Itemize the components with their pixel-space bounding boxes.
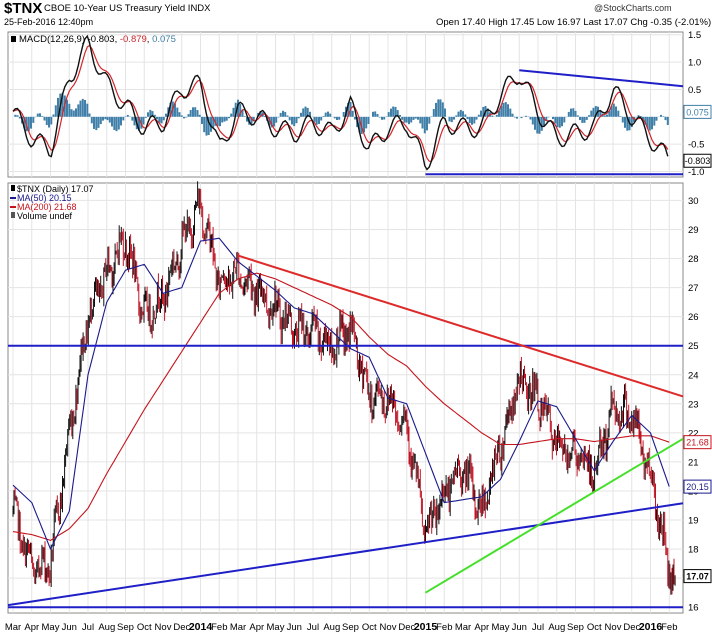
price-y-tick-label: 18 <box>688 545 699 556</box>
macd-y-tick-label: 1.0 <box>688 58 701 69</box>
price-y-tick-label: 30 <box>688 196 699 207</box>
price-y-tick-label: 29 <box>688 225 699 236</box>
price-legend-label: $TNX (Daily) 17.07 <box>17 184 94 194</box>
x-tick-label: 2016 <box>639 621 663 633</box>
macd-line <box>12 34 669 171</box>
price-y-tick-label: 26 <box>688 312 699 323</box>
chart-symbol: $TNX <box>4 0 43 17</box>
macd-hist-tag: 0.075 <box>686 107 709 117</box>
price-value-tag: 20.15 <box>686 482 709 492</box>
price-value-tag: 21.68 <box>686 438 709 448</box>
macd-signal-line <box>12 44 669 162</box>
trendline-price-2 <box>7 502 684 607</box>
price-value-tag-box <box>683 479 712 494</box>
x-tick-label: Jun <box>287 622 302 633</box>
price-y-tick-label: 28 <box>688 254 699 265</box>
price-legend-label: MA(200) 21.68 <box>17 202 77 212</box>
x-tick-label: Sep <box>117 622 134 633</box>
x-tick-label: Mar <box>5 622 21 633</box>
ma50-line <box>12 237 670 550</box>
x-tick-label: Mar <box>230 622 246 633</box>
trendlines <box>7 69 684 609</box>
x-tick-label: Aug <box>548 622 565 633</box>
quote-summary: Open 17.40 High 17.45 Low 16.97 Last 17.… <box>436 17 712 28</box>
x-tick-label: Mar <box>455 622 471 633</box>
trendline-price-4 <box>424 437 684 594</box>
macd-indicator <box>12 34 669 171</box>
x-tick-label: Nov <box>605 622 622 633</box>
x-tick-label: Feb <box>661 622 677 633</box>
x-tick-label: 2015 <box>414 621 438 633</box>
x-tick-label: Jul <box>307 622 319 633</box>
chart-instrument-name: CBOE 10-Year US Treasury Yield INDX <box>44 3 211 14</box>
x-tick-label: Nov <box>155 622 172 633</box>
trendline-price-3 <box>237 254 684 398</box>
price-legend-label: Volume undef <box>17 211 73 221</box>
macd-y-tick-label: 0.5 <box>688 85 701 96</box>
price-y-tick-label: 25 <box>688 341 699 352</box>
x-tick-label: May <box>492 622 510 633</box>
price-y-tick-label: 21 <box>688 457 699 468</box>
x-tick-label: Jun <box>512 622 527 633</box>
x-tick-label: May <box>267 622 285 633</box>
x-tick-label: Sep <box>342 622 359 633</box>
legends: MACD(12,26,9) -0.803, -0.879, 0.075 $TNX … <box>10 34 176 221</box>
price-legend-label: MA(50) 20.15 <box>17 193 72 203</box>
price-legend-marker <box>11 185 15 191</box>
chart-datetime: 25-Feb-2016 12:40pm <box>4 17 94 27</box>
macd-value-tag: -0.803 <box>685 156 711 166</box>
panel-frames <box>7 31 684 614</box>
x-tick-label: Feb <box>436 622 452 633</box>
x-tick-label: Sep <box>567 622 584 633</box>
moving-averages <box>12 237 670 550</box>
macd-panel-frame <box>7 31 684 178</box>
x-tick-label: Oct <box>362 622 377 633</box>
x-tick-label: Dec <box>623 622 640 633</box>
price-value-tag-box <box>683 435 712 450</box>
macd-value-tag-box <box>683 153 712 168</box>
macd-y-tick-label: 1.5 <box>688 30 701 41</box>
macd-y-tick-label: -0.5 <box>688 140 704 151</box>
x-tick-label: Jun <box>62 622 77 633</box>
price-legend-marker <box>11 212 15 218</box>
x-tick-label: May <box>42 622 60 633</box>
x-tick-label: Aug <box>323 622 340 633</box>
price-y-tick-label: 19 <box>688 516 699 527</box>
x-tick-label: Oct <box>137 622 152 633</box>
macd-y-tick-label: -1.0 <box>688 167 704 178</box>
price-value-tag: 17.07 <box>686 572 709 582</box>
x-tick-label: Oct <box>587 622 602 633</box>
x-tick-label: Nov <box>380 622 397 633</box>
x-tick-label: Apr <box>24 622 39 633</box>
macd-legend-text: MACD(12,26,9) -0.803, -0.879, 0.075 <box>19 34 176 45</box>
x-tick-label: Jul <box>532 622 544 633</box>
macd-hist-tag-box <box>683 104 712 119</box>
trendline-macd-6 <box>519 69 684 88</box>
x-tick-label: Feb <box>211 622 227 633</box>
price-y-tick-label: 16 <box>688 603 699 614</box>
price-panel-frame <box>7 182 684 614</box>
price-y-tick-label: 22 <box>688 428 699 439</box>
price-y-tick-label: 23 <box>688 399 699 410</box>
price-y-tick-label: 27 <box>688 283 699 294</box>
price-value-tag-box <box>683 569 712 584</box>
value-tags: 21.68 20.15 17.07 0.075 -0.803 <box>683 104 712 584</box>
x-tick-label: 2014 <box>189 621 213 633</box>
x-tick-label: Dec <box>173 622 190 633</box>
price-y-tick-label: 24 <box>688 370 699 381</box>
ma200-line <box>12 272 670 541</box>
x-tick-label: Jul <box>82 622 94 633</box>
x-tick-label: Dec <box>398 622 415 633</box>
macd-legend-marker <box>11 36 16 42</box>
x-tick-label: Apr <box>474 622 489 633</box>
x-tick-label: Apr <box>249 622 264 633</box>
x-tick-label: Aug <box>98 622 115 633</box>
stockcharts-watermark: @StockCharts.com <box>594 3 672 13</box>
